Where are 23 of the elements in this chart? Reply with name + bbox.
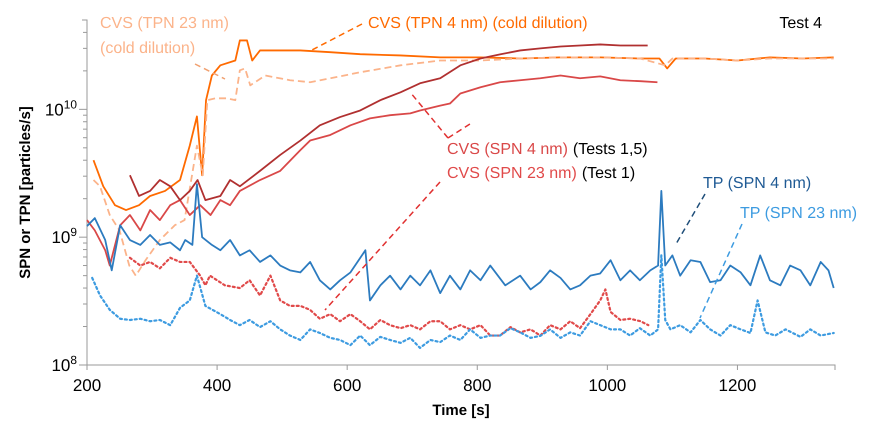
y-axis-title: SPN or TPN [particles/s]: [17, 106, 34, 279]
text: TP (SPN 23 nm): [740, 205, 858, 222]
x-axis-title: Time [s]: [432, 402, 490, 419]
x-tick-label: 1000: [588, 376, 626, 395]
annotation: Test 4: [779, 15, 822, 32]
x-tick-label: 600: [332, 376, 362, 395]
text: CVS (SPN 4 nm): [447, 141, 568, 158]
x-tick-label: 800: [463, 376, 492, 395]
line-series: [86, 74, 658, 266]
text: CVS (SPN 23 nm): [447, 165, 577, 182]
x-tick-label: 200: [72, 376, 102, 395]
x-tick-label: 400: [202, 376, 232, 395]
y-tick-label: 10$^{9}$: [51, 225, 78, 248]
x-tick-label: 1200: [718, 376, 756, 395]
y-tick-label: 10$^{10}$: [44, 97, 78, 120]
text: TP (SPN 4 nm): [703, 175, 812, 192]
annotation: (Test 1): [582, 165, 636, 182]
line-series: [91, 254, 835, 350]
annotation: (Tests 1,5): [572, 141, 648, 158]
y-tick-label: 10$^{8}$: [51, 353, 78, 375]
line-series: [128, 256, 650, 337]
series-label: CVS (TPN 4 nm) (cold dilution): [368, 15, 588, 32]
series-label: CVS (TPN 23 nm) (cold dilution): [100, 15, 229, 57]
